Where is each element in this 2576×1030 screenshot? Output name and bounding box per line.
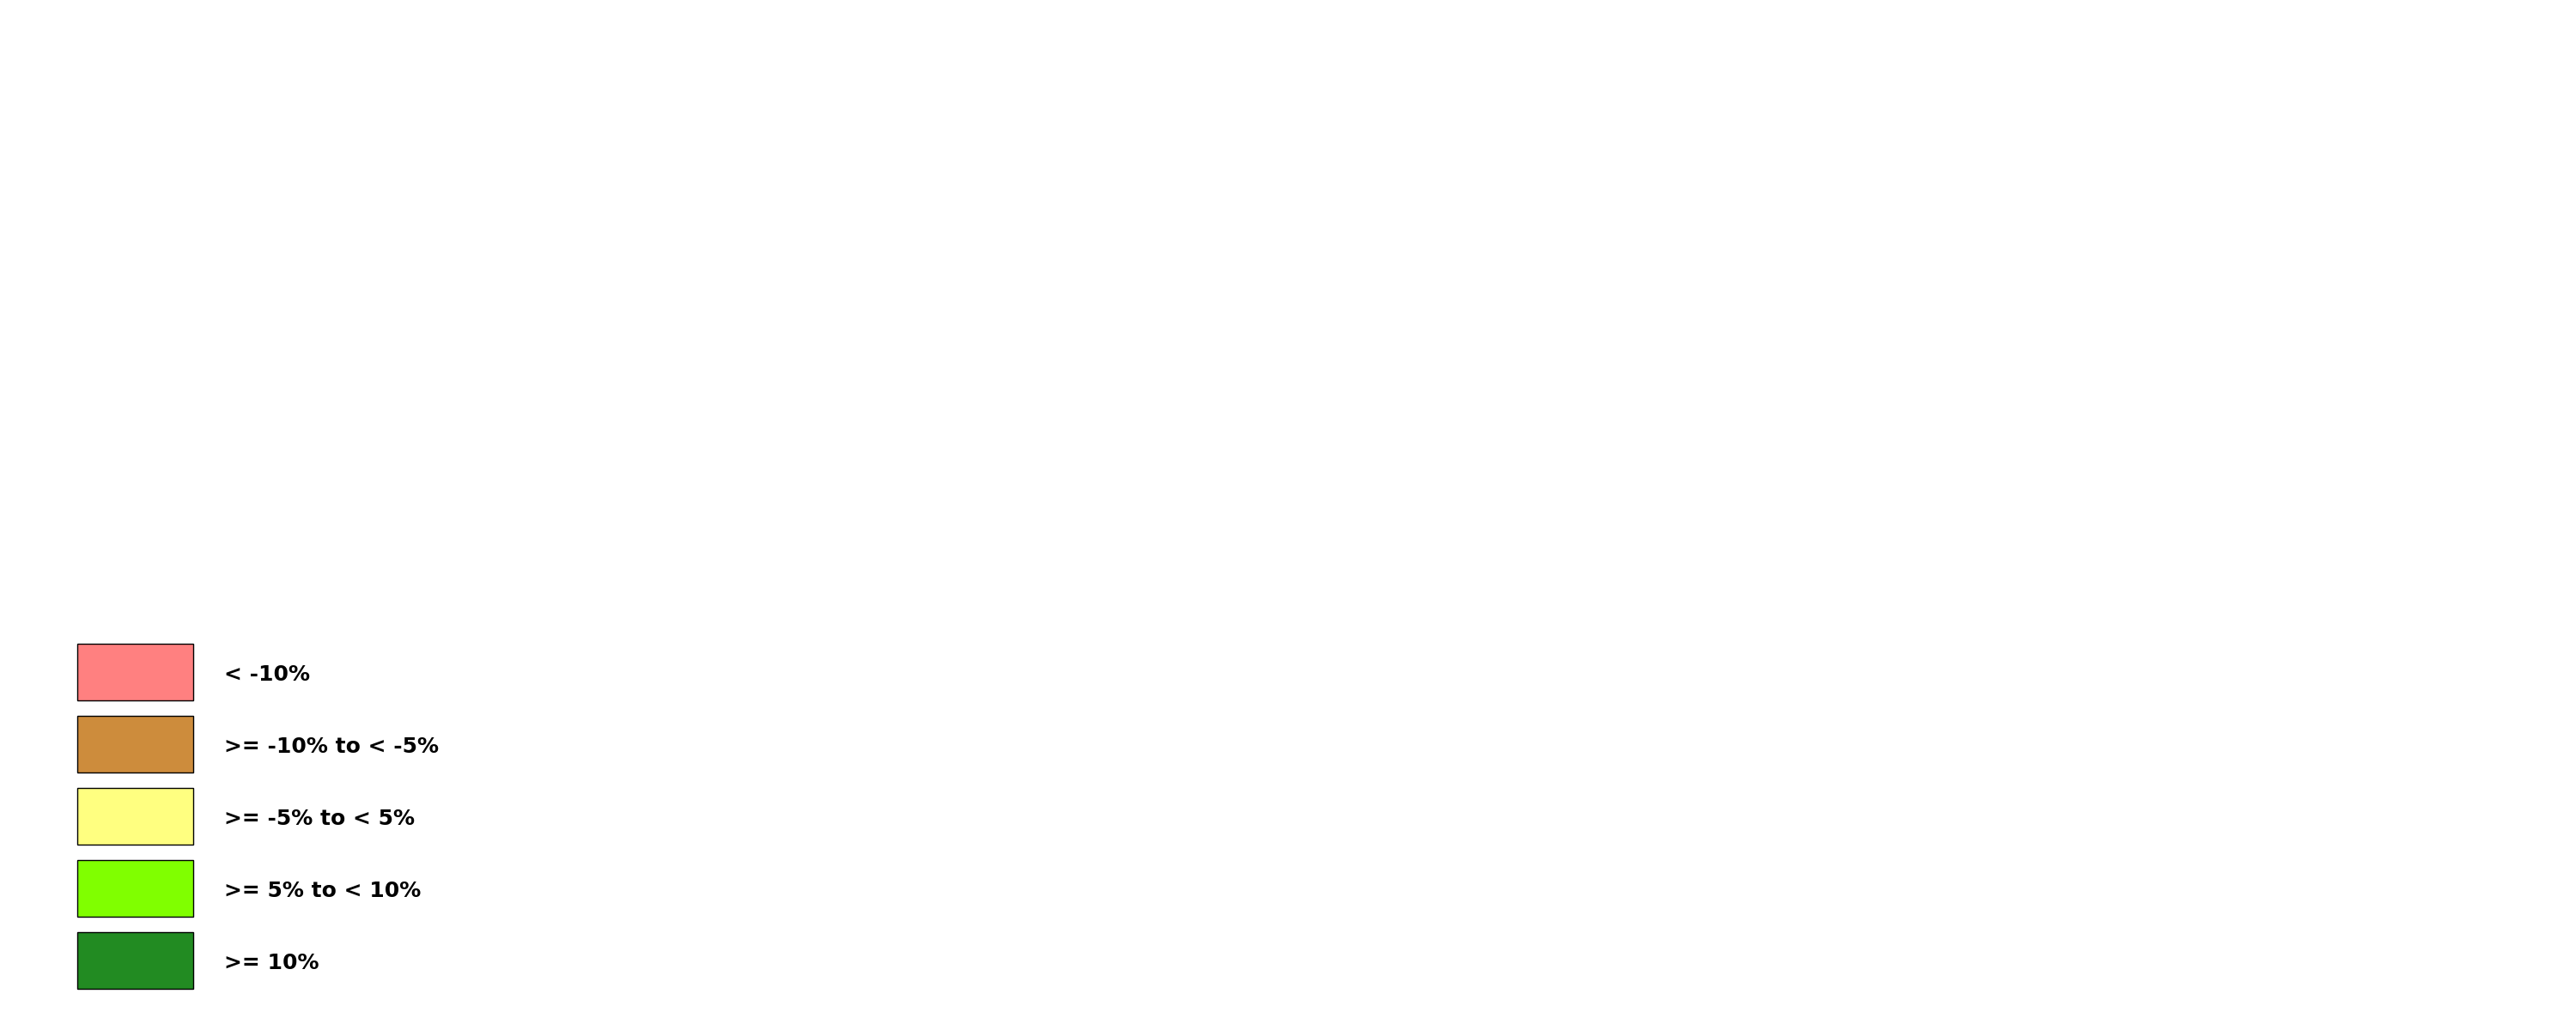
FancyBboxPatch shape xyxy=(77,644,193,700)
Text: >= -10% to < -5%: >= -10% to < -5% xyxy=(224,736,438,757)
Text: >= 10%: >= 10% xyxy=(224,953,319,973)
FancyBboxPatch shape xyxy=(77,860,193,917)
Text: >= -5% to < 5%: >= -5% to < 5% xyxy=(224,809,415,829)
FancyBboxPatch shape xyxy=(77,716,193,772)
Text: >= 5% to < 10%: >= 5% to < 10% xyxy=(224,881,420,901)
FancyBboxPatch shape xyxy=(77,932,193,989)
FancyBboxPatch shape xyxy=(77,788,193,845)
Text: < -10%: < -10% xyxy=(224,664,309,685)
